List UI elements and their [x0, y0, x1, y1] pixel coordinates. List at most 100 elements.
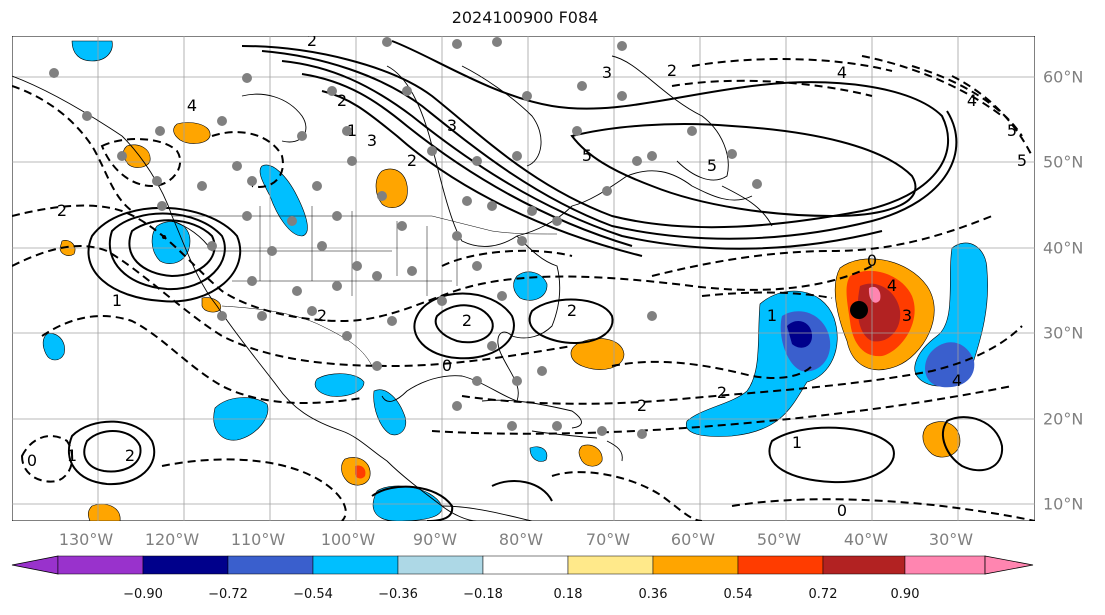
lon-label: 60°W: [670, 530, 716, 549]
contour-label: 3: [447, 116, 457, 135]
station-dot: [617, 91, 627, 101]
station-dot: [522, 91, 532, 101]
station-dot: [297, 131, 307, 141]
station-dot: [317, 241, 327, 251]
station-dot: [452, 39, 462, 49]
station-dot: [602, 186, 612, 196]
station-dot: [342, 331, 352, 341]
contour-label: 3: [367, 131, 377, 150]
lon-label: 40°W: [843, 530, 889, 549]
station-dot: [267, 246, 277, 256]
colorbar-tick-label: 0.90: [890, 587, 920, 602]
station-dot: [372, 361, 382, 371]
colorbar: [11, 555, 1034, 575]
contour-label: 2: [125, 446, 135, 465]
solid-contour: [67, 420, 156, 486]
station-dot: [727, 149, 737, 159]
station-dot: [49, 68, 59, 78]
colorbar-tick-label: 0.54: [723, 587, 753, 602]
shade-blob: [570, 338, 625, 370]
station-dot: [572, 126, 582, 136]
contour-label: 0: [837, 501, 847, 520]
contour-label: 1: [792, 433, 802, 452]
station-dot: [632, 156, 642, 166]
lon-label: 110°W: [230, 530, 286, 549]
contour-label: 4: [837, 63, 847, 82]
solid-contour: [128, 219, 216, 278]
station-markers: [49, 37, 762, 439]
solid-contour: [321, 90, 643, 257]
solid-contour: [942, 416, 1004, 472]
station-dot: [487, 201, 497, 211]
contour-label: 2: [317, 306, 327, 325]
dashed-contour: [431, 385, 1013, 435]
colorbar-segment: [904, 555, 986, 575]
contour-label: 5: [707, 156, 717, 175]
colorbar-tick-label: −0.72: [208, 587, 248, 602]
contour-label: 1: [112, 291, 122, 310]
station-dot: [257, 311, 267, 321]
station-dot: [437, 296, 447, 306]
solid-contour: [108, 212, 226, 291]
shade-blob: [578, 444, 603, 467]
colorbar-tick-label: −0.54: [293, 587, 333, 602]
station-dot: [527, 206, 537, 216]
shade-blob: [173, 122, 211, 144]
shade-blob: [529, 446, 548, 462]
station-dot: [452, 231, 462, 241]
station-dot: [597, 426, 607, 436]
contour-label: 0: [442, 356, 452, 375]
dashed-contour: [731, 498, 1035, 521]
solid-contour: [570, 123, 917, 218]
colorbar-segment: [142, 555, 229, 575]
station-dot: [752, 179, 762, 189]
lon-label: 90°W: [412, 530, 458, 549]
shade-blob: [375, 168, 408, 209]
dashed-contour: [161, 458, 347, 521]
contour-label: 1: [67, 446, 77, 465]
station-dot: [427, 146, 437, 156]
contour-label: 3: [602, 63, 612, 82]
shaded-anomalies: [42, 40, 988, 521]
station-dot: [207, 241, 217, 251]
dashed-contour: [461, 325, 1023, 405]
lat-label: 20°N: [1043, 409, 1084, 429]
station-dot: [232, 161, 242, 171]
colorbar-segment: [312, 555, 399, 575]
colorbar-segment: [227, 555, 314, 575]
lon-label: 100°W: [320, 530, 376, 549]
contour-label: 4: [887, 276, 897, 295]
contour-label: 2: [407, 151, 417, 170]
map-title: 2024100900 F084: [451, 8, 599, 27]
solid-contour: [87, 206, 242, 303]
colorbar-tick-label: 0.72: [808, 587, 838, 602]
dashed-contour: [12, 204, 873, 323]
dashed-contours: [12, 55, 1035, 521]
station-dot: [512, 151, 522, 161]
station-dot: [452, 401, 462, 411]
contour-label: 3: [902, 306, 912, 325]
contour-label: 2: [57, 201, 67, 220]
contour-label: 4: [967, 91, 977, 110]
lon-label: 130°W: [58, 530, 114, 549]
shade-blob: [42, 333, 65, 361]
station-dot: [197, 181, 207, 191]
dashed-contour: [551, 471, 703, 521]
station-dot: [647, 151, 657, 161]
dashed-contour: [41, 315, 363, 404]
dashed-contour: [611, 360, 813, 379]
station-dot: [407, 266, 417, 276]
station-dot: [377, 191, 387, 201]
lon-label: 120°W: [144, 530, 200, 549]
contour-label: 5: [1017, 151, 1027, 170]
station-dot: [387, 316, 397, 326]
lon-label: 30°W: [928, 530, 974, 549]
shade-blob: [857, 283, 901, 342]
contour-label-group: 2 2 2 1 2 3 3 4 4 5 5 5 4 3 2 0 1 2 4 2 …: [27, 36, 1027, 520]
station-dot: [687, 126, 697, 136]
station-dot: [117, 151, 127, 161]
contour-label: 1: [347, 121, 357, 140]
dashed-contour: [651, 215, 993, 277]
station-dot: [157, 201, 167, 211]
colorbar-segment: [567, 555, 654, 575]
